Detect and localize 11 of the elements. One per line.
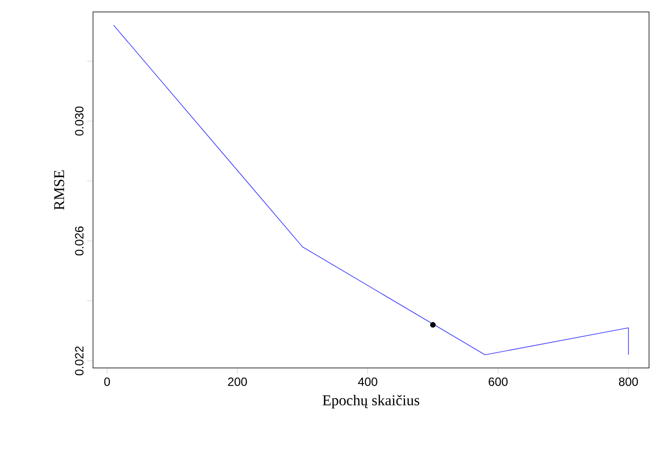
line-series <box>113 24 629 356</box>
y-tick-label: 0.022 <box>75 346 84 376</box>
x-tick-label: 0 <box>104 378 110 386</box>
x-tick-label: 400 <box>358 378 378 386</box>
y-tick-label: 0.026 <box>75 226 84 256</box>
x-tick-label: 800 <box>618 378 638 386</box>
y-tick-label: 0.030 <box>75 106 84 136</box>
x-tick-label: 200 <box>228 378 247 386</box>
y-axis-title: RMSE <box>54 170 64 210</box>
x-tick-label: 600 <box>488 378 508 386</box>
x-axis-title: Epochų skaičius <box>322 394 420 408</box>
